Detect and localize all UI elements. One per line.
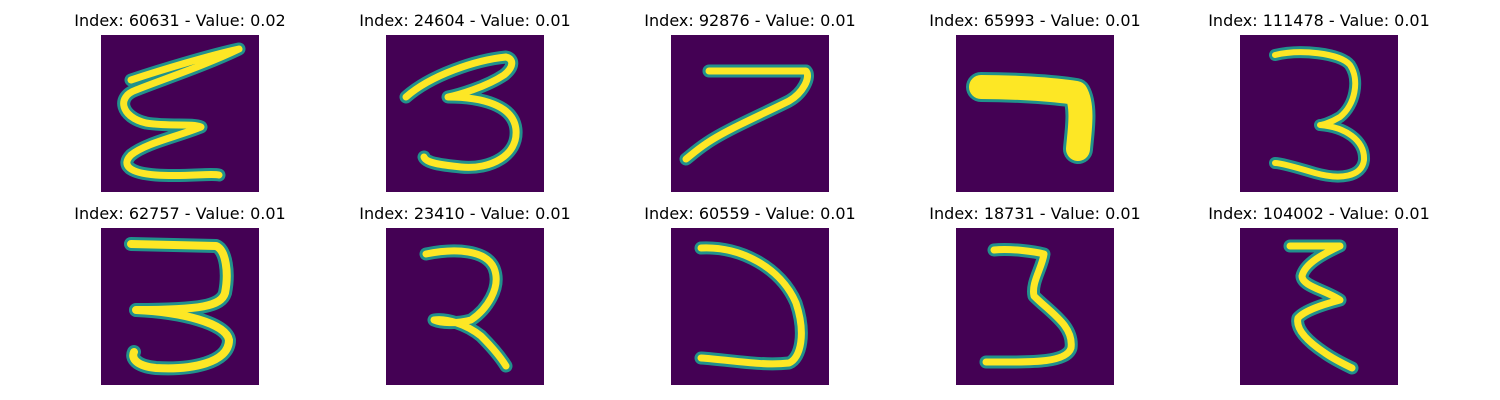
digit-glyph-drawing [1269,46,1370,183]
panel-2: Index: 24604 - Value: 0.01 [315,0,615,192]
digit-image [101,35,259,192]
digit-glyph-drawing [694,241,808,371]
digit-image [1240,228,1398,385]
panel-4: Index: 65993 - Value: 0.01 [885,0,1185,192]
panel-8: Index: 60559 - Value: 0.01 [600,193,900,385]
panel-caption: Index: 62757 - Value: 0.01 [74,204,286,223]
digit-glyph-drawing [966,72,1096,164]
panel-caption: Index: 111478 - Value: 0.01 [1208,11,1430,30]
panel-10: Index: 104002 - Value: 0.01 [1169,193,1469,385]
digit-image [956,35,1114,192]
panel-caption: Index: 18731 - Value: 0.01 [929,204,1141,223]
digit-image [671,228,829,385]
panel-caption: Index: 65993 - Value: 0.01 [929,11,1141,30]
panel-caption: Index: 23410 - Value: 0.01 [359,204,571,223]
panel-caption: Index: 104002 - Value: 0.01 [1208,204,1430,223]
digit-glyph-drawing [1283,239,1359,375]
digit-glyph-drawing [419,244,513,373]
digit-glyph-drawing [117,42,246,183]
digit-glyph-drawing [979,243,1078,369]
panel-7: Index: 23410 - Value: 0.01 [315,193,615,385]
digit-glyph-drawing [679,64,814,166]
panel-3: Index: 92876 - Value: 0.01 [600,0,900,192]
panel-6: Index: 62757 - Value: 0.01 [30,193,330,385]
panel-5: Index: 111478 - Value: 0.01 [1169,0,1469,192]
panel-caption: Index: 24604 - Value: 0.01 [359,11,571,30]
digit-image [1240,35,1398,192]
digit-image [386,228,544,385]
panel-caption: Index: 60559 - Value: 0.01 [644,204,856,223]
digit-glyph-drawing [399,50,523,174]
panel-caption: Index: 92876 - Value: 0.01 [644,11,856,30]
digit-image [671,35,829,192]
digit-image [956,228,1114,385]
panel-9: Index: 18731 - Value: 0.01 [885,193,1185,385]
digit-image [386,35,544,192]
panel-1: Index: 60631 - Value: 0.02 [30,0,330,192]
digit-glyph-drawing [124,237,236,376]
panel-caption: Index: 60631 - Value: 0.02 [74,11,286,30]
digit-image [101,228,259,385]
